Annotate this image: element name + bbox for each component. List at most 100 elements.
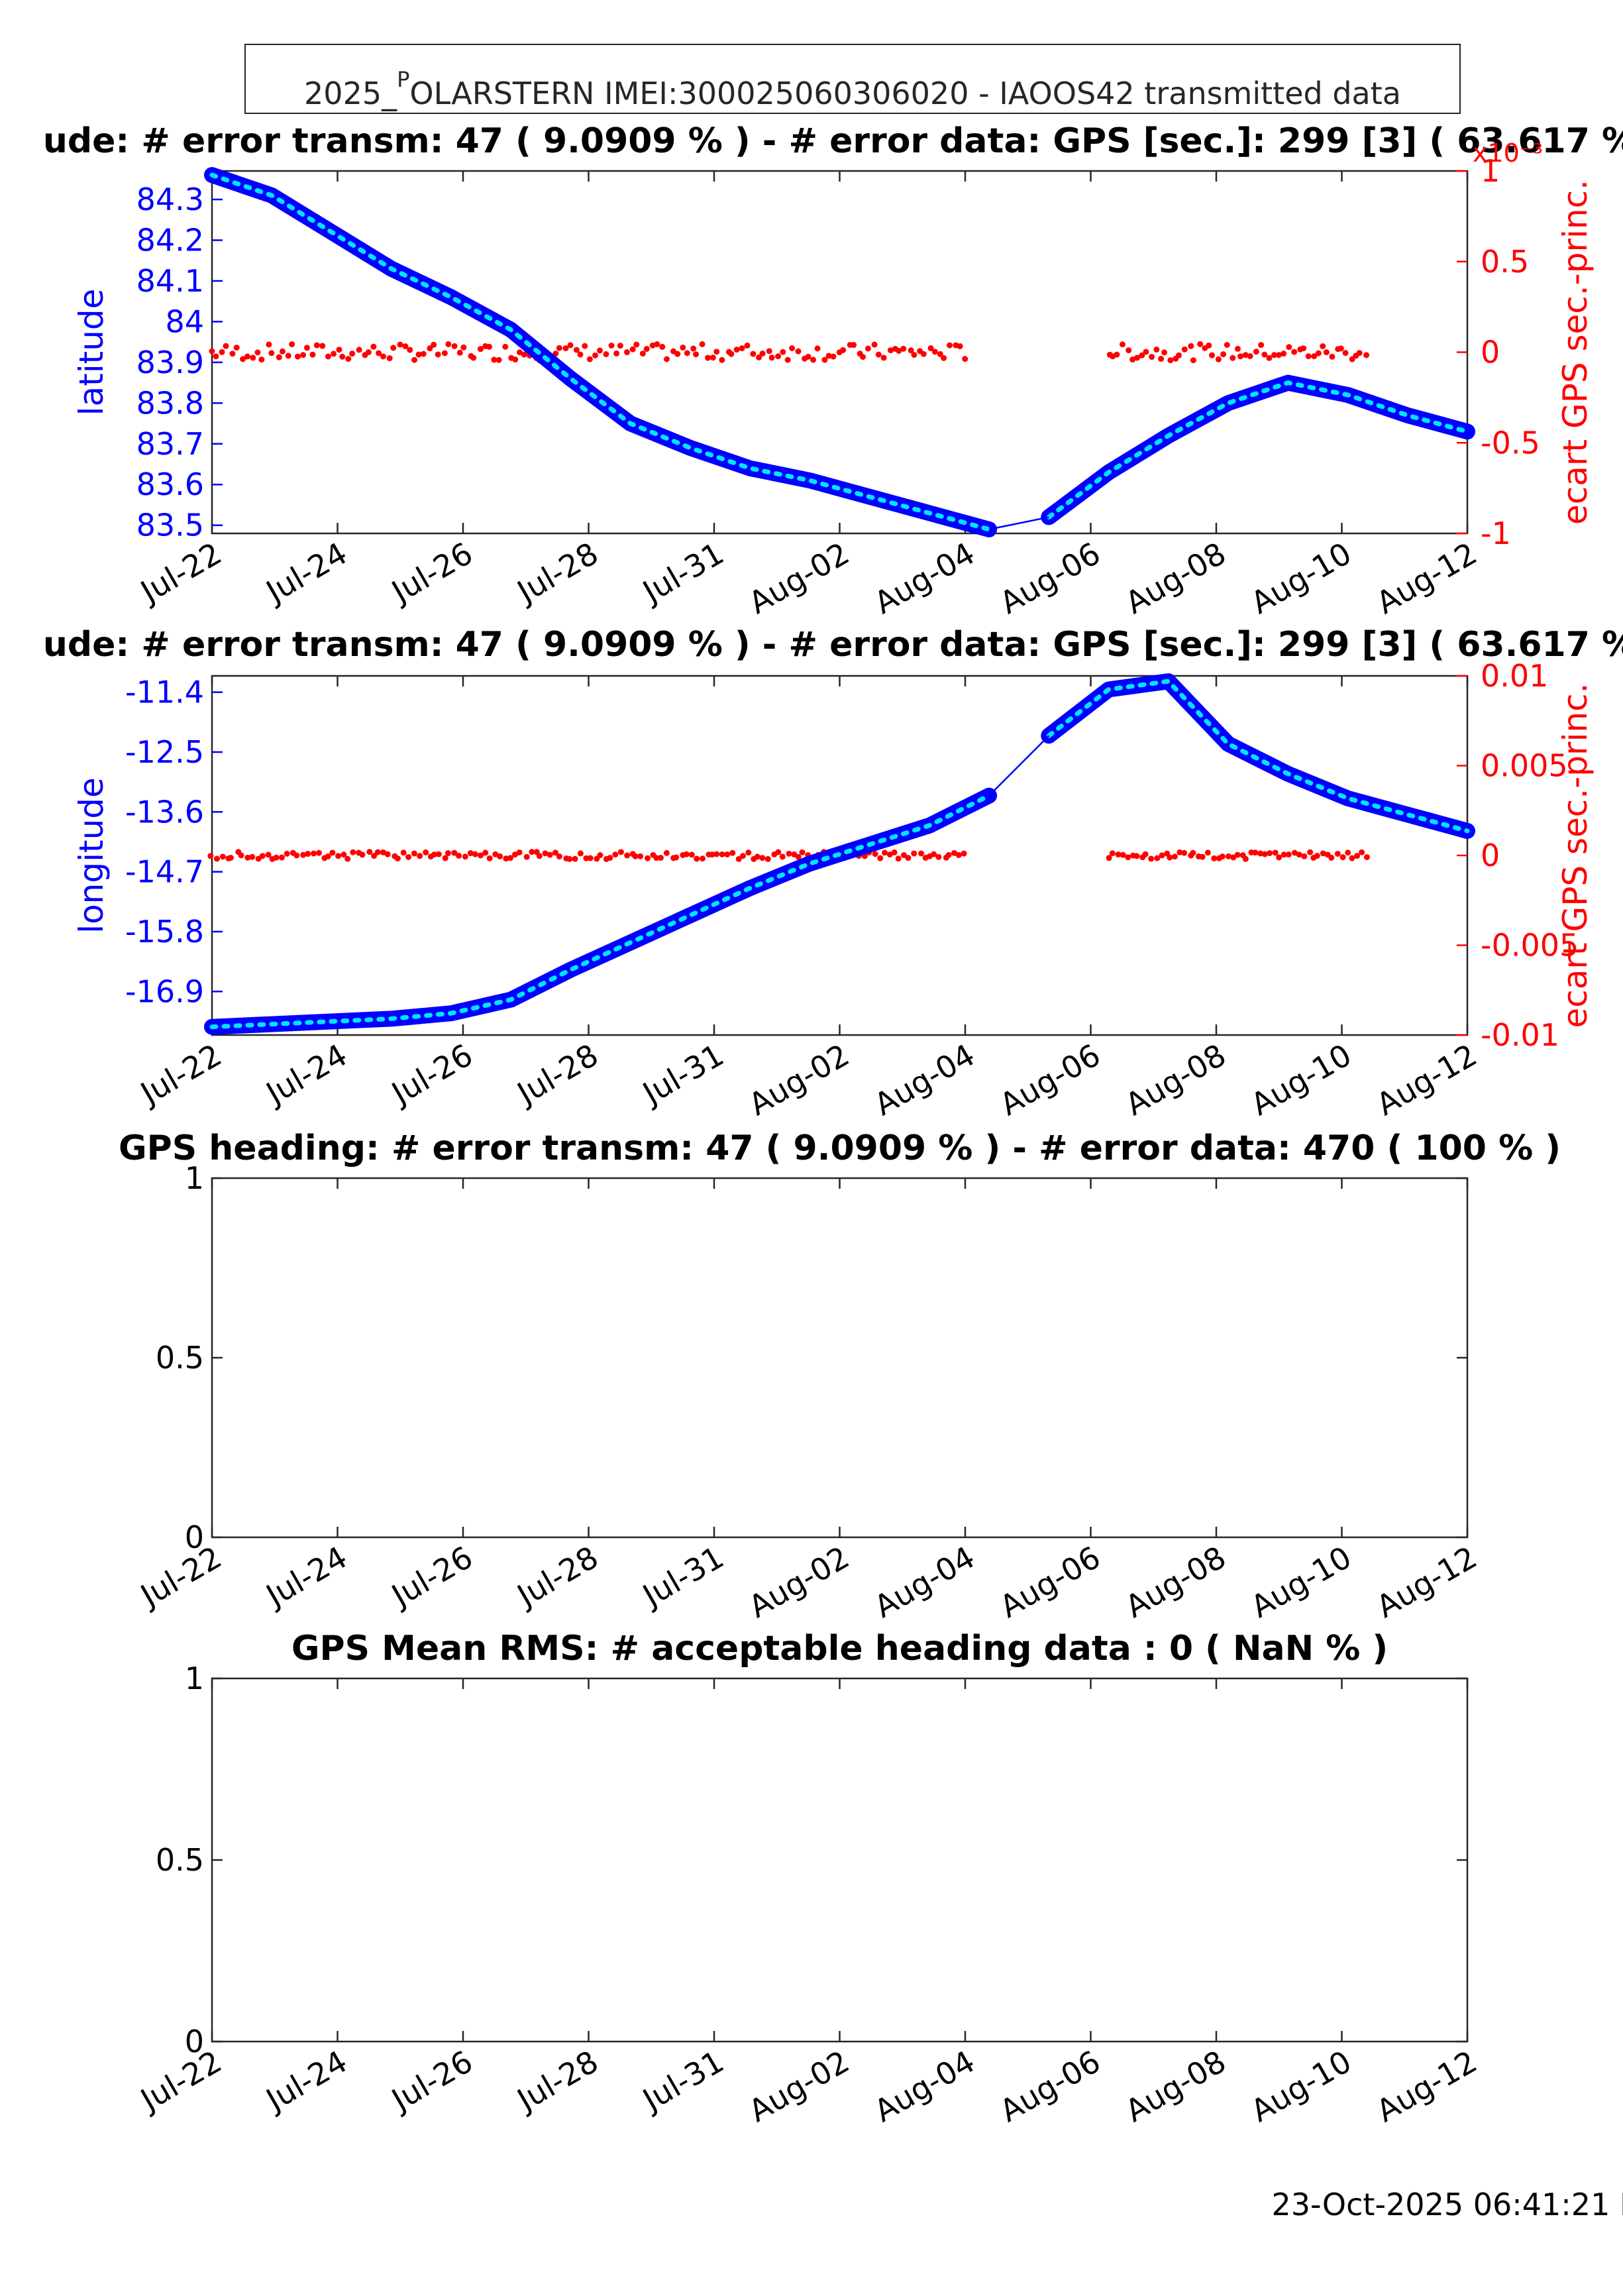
y-tick-label: -11.4 xyxy=(125,675,204,710)
x-tick-label: Aug-04 xyxy=(868,1539,981,1625)
x-tick-label: Aug-08 xyxy=(1120,535,1232,621)
legend-superscript: P xyxy=(397,67,410,92)
x-tick-label: Aug-12 xyxy=(1371,1037,1483,1122)
secondary-point xyxy=(552,849,558,856)
secondary-point xyxy=(233,345,240,351)
x-tick-label: Jul-22 xyxy=(133,1037,228,1113)
x-tick-label: Jul-31 xyxy=(635,2044,730,2119)
secondary-point xyxy=(1181,346,1188,353)
secondary-point xyxy=(941,355,947,361)
secondary-point xyxy=(420,351,427,357)
secondary-point xyxy=(840,347,847,353)
secondary-point xyxy=(688,851,695,858)
secondary-point xyxy=(427,345,433,352)
secondary-point xyxy=(694,855,700,862)
y-right-tick-label: 0 xyxy=(1481,838,1500,873)
secondary-point xyxy=(766,348,772,355)
secondary-point xyxy=(633,341,640,348)
x-tick-label: Aug-12 xyxy=(1371,2044,1483,2129)
secondary-point xyxy=(572,855,578,862)
x-tick-label: Jul-24 xyxy=(258,1037,353,1113)
secondary-point xyxy=(750,351,757,357)
secondary-point xyxy=(380,353,386,360)
series-core-0 xyxy=(209,793,992,1030)
secondary-point xyxy=(239,356,246,362)
secondary-point xyxy=(1204,849,1211,856)
secondary-point xyxy=(786,850,792,857)
secondary-point xyxy=(435,851,442,857)
y-right-tick-label: -0.5 xyxy=(1481,425,1540,461)
y-tick-label: 0 xyxy=(185,1519,204,1555)
secondary-point xyxy=(472,851,478,857)
secondary-point xyxy=(1242,855,1249,862)
secondary-point xyxy=(810,356,817,363)
secondary-point xyxy=(623,349,630,356)
secondary-point xyxy=(739,345,745,352)
secondary-point xyxy=(1220,351,1227,358)
secondary-point xyxy=(700,855,706,862)
secondary-point xyxy=(329,849,336,856)
series-core-1 xyxy=(1046,380,1470,519)
secondary-point xyxy=(1226,853,1232,859)
secondary-point xyxy=(830,353,837,360)
secondary-point xyxy=(1349,356,1355,362)
secondary-point xyxy=(1363,352,1370,358)
secondary-point xyxy=(1142,851,1149,857)
secondary-point xyxy=(319,343,326,349)
secondary-point xyxy=(547,851,553,858)
secondary-point xyxy=(663,849,670,856)
secondary-point xyxy=(273,854,280,861)
x-tick-label: Jul-26 xyxy=(384,1037,479,1113)
secondary-point xyxy=(745,849,752,856)
secondary-point xyxy=(207,853,214,859)
y-tick-label: 0.5 xyxy=(156,1340,204,1376)
secondary-point xyxy=(542,850,549,857)
secondary-point xyxy=(1267,850,1273,857)
secondary-point xyxy=(920,351,927,357)
secondary-point xyxy=(764,855,771,862)
y-right-tick-label: 0 xyxy=(1481,335,1500,370)
secondary-point xyxy=(886,851,893,858)
secondary-point xyxy=(805,353,811,360)
secondary-point xyxy=(359,851,366,858)
x-tick-label: Aug-12 xyxy=(1371,535,1483,621)
secondary-point xyxy=(612,851,619,858)
secondary-point xyxy=(349,351,356,357)
y-tick-label: -12.5 xyxy=(125,734,204,770)
secondary-point xyxy=(497,853,503,859)
secondary-point xyxy=(740,853,747,859)
x-tick-label: Aug-04 xyxy=(868,1037,981,1122)
secondary-point xyxy=(592,352,599,358)
x-tick-label: Aug-10 xyxy=(1245,2044,1357,2129)
secondary-point xyxy=(1139,352,1145,358)
secondary-point xyxy=(613,350,620,356)
secondary-point xyxy=(653,855,660,861)
secondary-point xyxy=(523,853,530,860)
secondary-point xyxy=(384,851,391,857)
y-right-axis-label: ecart GPS sec.-princ. xyxy=(1556,683,1595,1028)
secondary-point xyxy=(918,850,925,857)
panel-2-title: ude: # error transm: 47 ( 9.0909 % ) - #… xyxy=(43,625,1623,665)
secondary-point xyxy=(680,345,686,351)
secondary-point xyxy=(456,349,463,356)
secondary-point xyxy=(1188,343,1194,349)
secondary-point xyxy=(365,349,372,356)
secondary-point xyxy=(1161,349,1168,356)
x-tick-label: Jul-22 xyxy=(133,535,228,611)
secondary-point xyxy=(673,854,680,861)
x-tick-label: Aug-08 xyxy=(1120,1037,1232,1122)
secondary-point xyxy=(415,351,422,358)
secondary-point xyxy=(335,853,342,859)
secondary-point xyxy=(961,850,967,857)
secondary-point xyxy=(1320,343,1326,349)
y-right-axis-label: ecart GPS sec.-princ. xyxy=(1556,180,1595,525)
series-gap-link xyxy=(988,516,1049,531)
secondary-point xyxy=(780,349,786,355)
secondary-point xyxy=(795,853,802,860)
secondary-point xyxy=(380,849,386,855)
x-tick-label: Jul-24 xyxy=(258,535,353,611)
secondary-point xyxy=(1215,356,1222,362)
secondary-point xyxy=(887,347,894,354)
secondary-point xyxy=(238,852,244,859)
panel-3-axes-box xyxy=(211,1177,1469,1539)
